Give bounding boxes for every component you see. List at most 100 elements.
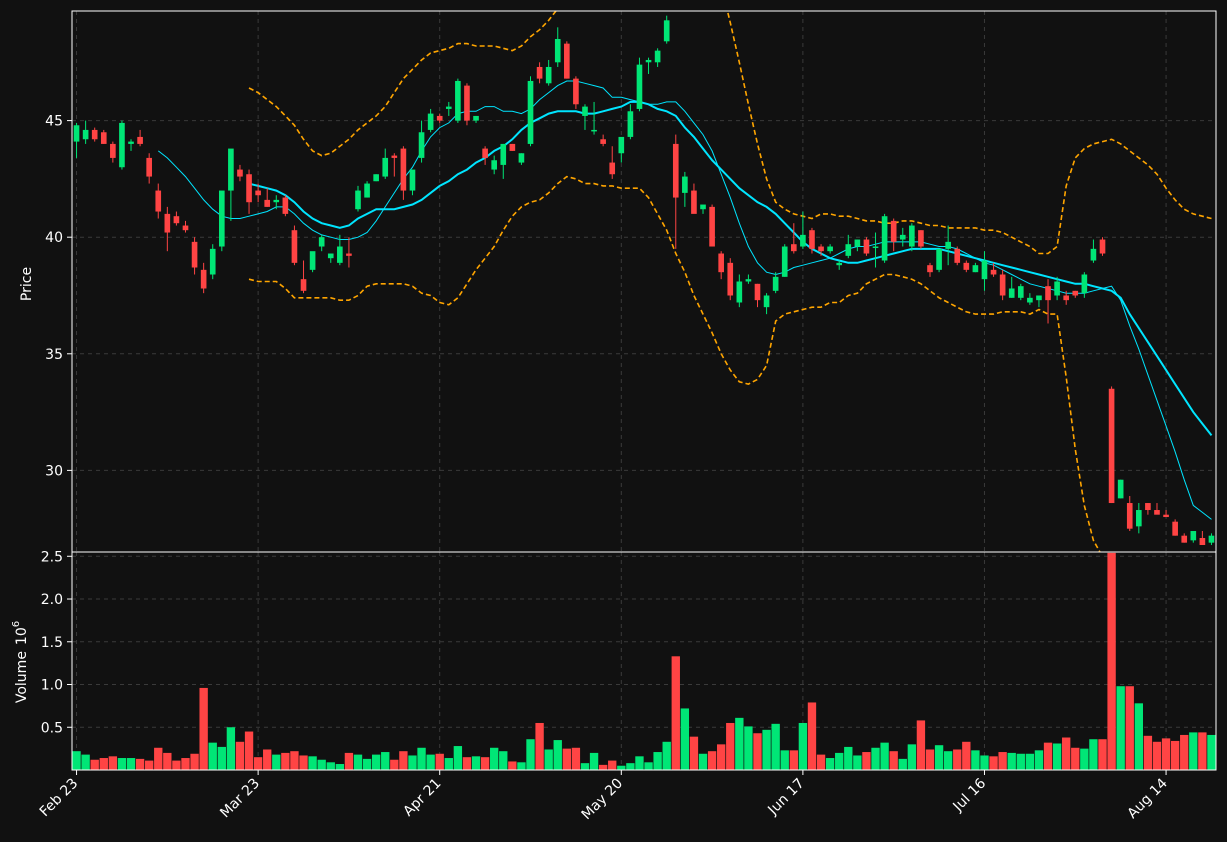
moving-averages xyxy=(157,80,1213,520)
volume-bar xyxy=(1134,703,1144,770)
candle xyxy=(981,251,988,291)
volume-bar xyxy=(789,750,798,770)
candle xyxy=(1154,503,1160,515)
volume-bar xyxy=(1052,743,1062,770)
candle-body xyxy=(591,129,597,132)
candle-body xyxy=(382,157,389,177)
candle xyxy=(618,136,625,163)
candle xyxy=(327,253,334,263)
candle xyxy=(1045,279,1051,324)
volume-bar xyxy=(290,751,299,770)
volume-bar xyxy=(898,758,907,770)
candle xyxy=(863,237,870,256)
candle xyxy=(591,101,597,135)
candle-body xyxy=(73,125,80,142)
candle-body xyxy=(727,262,734,296)
candle xyxy=(137,129,143,147)
volume-bar xyxy=(1025,753,1035,770)
candle-body xyxy=(255,190,261,196)
candle xyxy=(545,59,552,86)
volume-bar xyxy=(689,736,699,770)
volume-bar xyxy=(244,731,254,770)
candle xyxy=(1172,519,1178,536)
candle xyxy=(291,225,298,266)
volume-bar xyxy=(680,708,690,770)
candle-body xyxy=(182,225,189,231)
candle-body xyxy=(91,129,98,140)
candle-body xyxy=(427,113,434,130)
volume-bar xyxy=(381,752,390,770)
volume-bar xyxy=(1180,734,1189,770)
candle xyxy=(1145,503,1151,515)
candle xyxy=(373,174,379,182)
candle-body xyxy=(600,139,606,144)
volume-bar xyxy=(571,747,581,770)
volume-bar xyxy=(871,747,880,770)
candle-body xyxy=(718,253,724,273)
candle xyxy=(745,274,752,284)
volume-bar xyxy=(953,749,962,770)
volume-bar xyxy=(998,752,1007,770)
volume-bar xyxy=(844,746,853,770)
volume-bar xyxy=(444,758,453,770)
volume-bar xyxy=(780,750,789,770)
candle xyxy=(645,57,652,74)
volume-bar xyxy=(707,751,717,770)
candle xyxy=(554,27,561,67)
candle-body xyxy=(881,216,888,261)
volume-bar xyxy=(816,754,826,770)
candle-body xyxy=(845,244,852,256)
candle-body xyxy=(818,246,824,252)
candle-body xyxy=(173,216,180,224)
candle-body xyxy=(573,78,579,105)
candle-body xyxy=(200,269,207,289)
candle xyxy=(473,115,479,123)
candle-body xyxy=(1008,288,1015,298)
candle-body xyxy=(1208,535,1215,543)
candle xyxy=(110,141,116,163)
candle-body xyxy=(672,143,679,198)
candle xyxy=(909,223,915,252)
volume-bar xyxy=(598,764,608,770)
candle-body xyxy=(1199,538,1206,546)
volume-bar xyxy=(698,753,708,770)
candle xyxy=(1181,533,1188,543)
candle-body xyxy=(1072,290,1079,296)
volume-y-tick-label: 1.5 xyxy=(41,635,63,651)
volume-bar xyxy=(589,752,599,770)
candle xyxy=(436,113,443,123)
volume-bar xyxy=(853,755,862,770)
candle xyxy=(600,134,606,147)
volume-axis-label: Volume 106 xyxy=(11,621,30,703)
volume-y-tick-label: 1.0 xyxy=(41,678,63,694)
volume-bar xyxy=(453,746,463,770)
candle-body xyxy=(473,115,479,121)
candle xyxy=(128,139,134,151)
candle-body xyxy=(781,246,788,277)
volume-bar xyxy=(1116,686,1125,770)
candle xyxy=(772,272,779,294)
candle xyxy=(963,260,970,273)
volume-bar xyxy=(807,702,817,770)
lower-band-line xyxy=(248,175,1101,552)
candle-body xyxy=(1145,503,1151,511)
fast-moving-average-line xyxy=(157,80,1212,520)
candle-body xyxy=(890,220,897,242)
candle-body xyxy=(981,260,988,280)
candle-body xyxy=(337,246,343,263)
volume-bar xyxy=(1170,740,1180,770)
candle-body xyxy=(264,199,271,207)
candle-body xyxy=(682,176,688,193)
volume-bar xyxy=(626,763,635,770)
candle-body xyxy=(246,174,252,203)
candle-body xyxy=(1054,281,1060,296)
candle-body xyxy=(691,190,697,214)
candle-body xyxy=(763,295,770,308)
volume-bar xyxy=(726,722,735,770)
candle-body xyxy=(1090,248,1097,261)
volume-panel-frame xyxy=(71,551,1217,771)
candle-body xyxy=(100,132,107,144)
volume-bar xyxy=(144,760,154,770)
volume-bar xyxy=(1161,738,1171,770)
volume-panel: 0.5 1.0 1.5 2.0 2.5 Volume 106 xyxy=(11,549,1217,771)
